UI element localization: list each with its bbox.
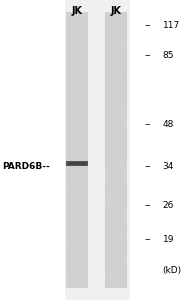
Bar xyxy=(122,271,123,278)
Bar xyxy=(105,12,127,288)
Bar xyxy=(107,164,108,172)
Bar xyxy=(72,161,73,164)
Bar xyxy=(126,165,127,171)
Bar xyxy=(71,36,72,39)
Bar xyxy=(79,53,80,56)
Bar xyxy=(85,82,86,86)
Bar xyxy=(71,130,72,137)
Bar xyxy=(67,175,68,180)
Bar xyxy=(74,272,75,278)
Text: (kD): (kD) xyxy=(163,266,182,274)
Bar xyxy=(106,173,107,180)
Bar xyxy=(125,119,126,127)
Text: 85: 85 xyxy=(163,51,174,60)
Bar xyxy=(125,170,126,175)
Bar xyxy=(83,257,84,260)
Bar xyxy=(74,186,75,191)
Bar xyxy=(125,179,126,181)
Text: --: -- xyxy=(145,51,152,60)
Text: --: -- xyxy=(145,236,152,244)
Bar xyxy=(73,103,74,109)
Bar xyxy=(77,76,78,82)
Bar xyxy=(82,167,83,173)
Bar xyxy=(69,106,70,113)
Bar xyxy=(68,241,69,244)
Bar xyxy=(66,12,88,288)
Bar xyxy=(124,109,125,114)
Bar xyxy=(116,201,117,203)
Text: 26: 26 xyxy=(163,201,174,210)
Bar xyxy=(116,159,117,161)
Bar xyxy=(84,183,85,187)
Bar xyxy=(108,203,109,208)
Bar xyxy=(68,68,69,70)
Text: --: -- xyxy=(145,201,152,210)
Bar xyxy=(110,275,111,277)
Bar xyxy=(80,168,81,170)
Bar xyxy=(125,211,126,216)
Text: JK: JK xyxy=(71,6,83,16)
Bar xyxy=(117,167,118,173)
Bar xyxy=(117,208,118,213)
Bar xyxy=(68,162,86,165)
Text: 34: 34 xyxy=(163,162,174,171)
Bar xyxy=(85,186,86,190)
Bar xyxy=(84,262,85,266)
Bar xyxy=(115,280,116,284)
Text: --: -- xyxy=(145,162,152,171)
Bar xyxy=(106,46,107,48)
Text: 117: 117 xyxy=(163,21,180,30)
Bar xyxy=(107,237,108,243)
Bar xyxy=(114,82,115,85)
Bar xyxy=(66,161,88,166)
Bar xyxy=(123,82,124,86)
Bar xyxy=(120,160,121,163)
Bar xyxy=(69,149,70,150)
Bar xyxy=(119,59,120,61)
Text: --: -- xyxy=(145,120,152,129)
Bar xyxy=(77,205,78,208)
Bar xyxy=(130,0,196,300)
Bar xyxy=(123,131,124,137)
Bar xyxy=(79,282,80,285)
Bar xyxy=(0,0,65,300)
Bar xyxy=(67,187,68,190)
Bar xyxy=(121,233,122,240)
Bar xyxy=(67,275,68,281)
Bar xyxy=(108,56,109,58)
Bar xyxy=(124,40,125,43)
Bar xyxy=(72,22,73,27)
Text: --: -- xyxy=(145,21,152,30)
Bar xyxy=(123,205,124,209)
Bar xyxy=(125,214,126,219)
Bar xyxy=(83,112,84,115)
Bar xyxy=(79,17,80,20)
Bar xyxy=(108,190,109,196)
Bar xyxy=(113,184,114,188)
Text: PARD6B--: PARD6B-- xyxy=(2,162,50,171)
Bar xyxy=(123,21,124,28)
Bar xyxy=(86,245,87,249)
Text: 19: 19 xyxy=(163,236,174,244)
Bar xyxy=(72,81,73,88)
Bar xyxy=(73,217,74,222)
Bar xyxy=(109,90,110,93)
Text: JK: JK xyxy=(111,6,122,16)
Bar xyxy=(108,140,109,142)
Bar xyxy=(68,281,69,288)
Bar xyxy=(125,255,126,260)
Bar xyxy=(77,130,78,132)
Bar xyxy=(120,73,121,75)
Bar xyxy=(86,83,87,88)
Text: 48: 48 xyxy=(163,120,174,129)
Bar xyxy=(113,225,114,228)
